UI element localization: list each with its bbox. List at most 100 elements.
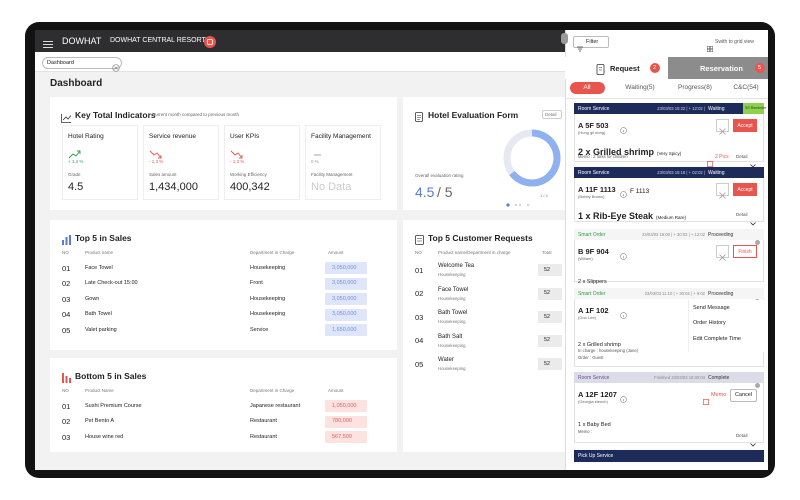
kpi-value: No Data: [311, 181, 352, 194]
detail-chevron-glyph: [750, 443, 756, 447]
menu-item[interactable]: Order History: [693, 320, 726, 327]
status-tab[interactable]: All: [583, 84, 591, 92]
detail-button[interactable]: [542, 110, 562, 119]
item-note: (Medium Rare): [656, 215, 687, 220]
action-label[interactable]: Finish: [738, 248, 752, 255]
evaluation-icon: [415, 109, 423, 122]
pics-label[interactable]: 2 Pics: [715, 154, 729, 160]
request-tab-label[interactable]: Request: [610, 63, 640, 73]
grid-icon: [707, 39, 713, 52]
product-name: Pet Bento A: [85, 418, 115, 425]
column-header: NO: [415, 250, 422, 256]
detail-button-label[interactable]: Detail: [545, 111, 557, 117]
column-header: Product name: [85, 250, 114, 256]
cancel-button[interactable]: [730, 389, 757, 402]
reservation-tab-label[interactable]: Reservation: [700, 63, 743, 73]
order-status: Waiting: [708, 105, 725, 112]
pics-icon: [707, 154, 713, 167]
kpi-subtitle: Current month compared to previous month: [152, 112, 240, 118]
total-box: [538, 358, 562, 370]
reservation-badge: [755, 63, 765, 73]
resort-name: DOWHAT CENTRAL RESORT: [110, 36, 206, 44]
kpi-label: Sales amount: [149, 172, 177, 178]
request-icon: [596, 62, 605, 75]
filter-label[interactable]: Filter: [586, 38, 599, 45]
detail-link[interactable]: Detail: [736, 433, 748, 439]
request-icon-glyph: [596, 64, 605, 75]
action-button[interactable]: [733, 119, 757, 132]
row-no: 05: [415, 359, 424, 369]
request-tab[interactable]: [565, 57, 668, 79]
status-tab[interactable]: Progress(8): [678, 84, 712, 92]
action-button[interactable]: [733, 245, 757, 258]
kpi-change: + 1.4 %: [68, 159, 84, 165]
sales-title: Top 5 in Sales: [75, 232, 132, 243]
total-box: [538, 334, 562, 347]
reminder-badge: [743, 103, 764, 114]
column-header: Department in Charge: [250, 250, 295, 256]
resort-badge-glyph: [204, 36, 216, 48]
room-number: A 5F 503: [578, 120, 609, 130]
menu-item[interactable]: Edit Complete Time: [693, 335, 741, 342]
row-no: 03: [415, 312, 424, 322]
amount-box: [325, 308, 367, 321]
cancel-label[interactable]: Cancel: [734, 392, 753, 399]
amount: 567,500: [332, 433, 352, 440]
request-total: 52: [544, 337, 551, 344]
requests-icon: [415, 232, 424, 245]
column-header: Product name/Department in charge: [438, 250, 511, 256]
room-number: A 12F 1207: [578, 389, 617, 399]
filter-button[interactable]: [573, 36, 609, 48]
row-no: 03: [62, 432, 71, 442]
all-pill[interactable]: [570, 82, 605, 94]
status-info: [755, 232, 760, 245]
action-label[interactable]: Accept: [737, 122, 753, 129]
reservation-tab[interactable]: [668, 57, 768, 79]
tab-close-glyph: [112, 64, 120, 72]
order-card[interactable]: [574, 372, 764, 443]
order-header: [574, 103, 764, 114]
unit: F 1113: [630, 188, 650, 196]
order-time: 23/03/03 11:10 | + 30:02 | + 8:02: [644, 290, 705, 296]
request-badge: [650, 63, 660, 73]
order-item: 2 x Grilled shrimp: [578, 332, 621, 351]
status-tab[interactable]: Waiting(5): [625, 84, 655, 92]
grid-switch[interactable]: Swith to grid view: [715, 39, 754, 45]
amount: 780,000: [332, 418, 352, 425]
pickup-header[interactable]: [574, 450, 764, 462]
order-by: Order : Guest: [578, 355, 604, 361]
order-item: 2 x Slippers: [578, 269, 607, 288]
status-info: [755, 291, 760, 304]
column-header: Amount: [328, 388, 344, 394]
detail-link[interactable]: Detail: [736, 154, 748, 160]
pager-dots: [506, 194, 536, 207]
request-dept: Housekeeping: [438, 366, 466, 372]
amount-box: [325, 324, 367, 336]
order-status: Proceeding: [708, 290, 734, 297]
memo-icon-glyph: [703, 399, 709, 405]
department: Housekeeping: [250, 295, 286, 302]
product-name: Valet parking: [85, 326, 117, 333]
action-label[interactable]: Accept: [737, 186, 753, 193]
amount-box: [325, 277, 367, 290]
context-menu: [688, 300, 764, 352]
dismiss-icon-glyph: [719, 254, 726, 261]
kpi-label: Working Efficiency: [230, 172, 267, 178]
department: Restaurant: [250, 418, 277, 425]
menu-item[interactable]: Send Message: [693, 304, 730, 311]
room-info-glyph: [620, 396, 627, 403]
request-name: Face Towel: [438, 286, 469, 293]
tab-label[interactable]: Dashboard: [47, 59, 74, 66]
product-name: Gown: [85, 295, 100, 302]
product-name: Sushi Premium Course: [85, 402, 142, 409]
action-button[interactable]: [733, 183, 757, 196]
row-no: 01: [415, 265, 424, 275]
detail-link[interactable]: Detail: [736, 212, 748, 218]
amount-box: [325, 400, 367, 412]
status-tab[interactable]: C&C(54): [733, 84, 759, 92]
dismiss-icon-glyph: [719, 128, 726, 135]
memo-button[interactable]: Memo: [711, 391, 727, 398]
tab[interactable]: [42, 57, 122, 69]
row-no: 02: [62, 417, 71, 426]
order-time: 23/03/03 15:00 | + 30:02 | + 12:02: [642, 231, 705, 237]
